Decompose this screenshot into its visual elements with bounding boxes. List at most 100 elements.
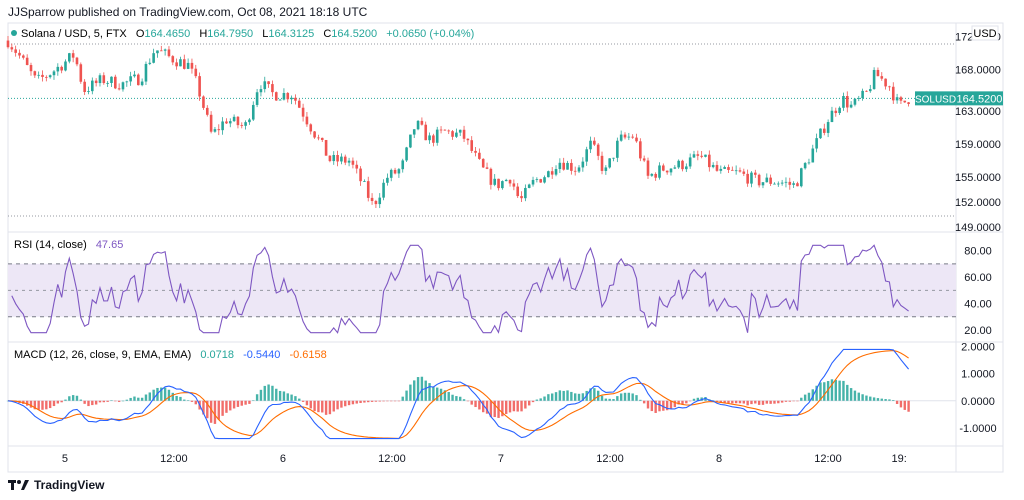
candle <box>639 138 642 161</box>
macd-histogram-bar <box>333 401 335 412</box>
macd-histogram-bar <box>382 401 384 402</box>
macd-histogram-bar <box>45 401 47 410</box>
price-pane[interactable] <box>7 36 956 216</box>
svg-text:Solana / USD, 5, FTX O16: Solana / USD, 5, FTX O164.4650 H164.7950… <box>21 28 474 40</box>
candle <box>536 177 539 182</box>
macd-histogram-bar <box>505 401 507 414</box>
signal-line <box>8 351 909 439</box>
macd-histogram-bar <box>264 386 266 401</box>
candle <box>888 86 891 91</box>
macd-histogram-bar <box>145 395 147 401</box>
candle <box>811 145 814 163</box>
macd-histogram-bar <box>766 401 768 404</box>
candle <box>68 53 71 63</box>
candle <box>903 101 906 103</box>
candle <box>493 174 496 186</box>
candle <box>252 101 255 121</box>
time-axis[interactable]: 5 12:00 6 12:00 7 12:00 8 12:00 19: <box>62 453 907 465</box>
macd-histogram-bar <box>30 401 32 408</box>
candle <box>451 130 454 140</box>
macd-histogram-bar <box>49 401 51 408</box>
macd-histogram-bar <box>402 397 404 401</box>
candle <box>850 101 853 108</box>
candle <box>704 154 707 157</box>
macd-histogram-bar <box>739 401 741 404</box>
candle <box>118 83 121 90</box>
candle <box>325 140 328 156</box>
macd-histogram-bar <box>474 401 476 407</box>
candle <box>45 75 48 81</box>
candle <box>145 62 148 85</box>
candle <box>137 73 140 85</box>
macd-histogram-bar <box>574 393 576 400</box>
candle <box>681 160 684 172</box>
candle <box>555 165 558 176</box>
macd-histogram-bar <box>643 401 645 404</box>
candle <box>405 147 408 162</box>
candle <box>689 154 692 169</box>
macd-histogram-bar <box>83 401 85 404</box>
candle <box>363 179 366 182</box>
macd-histogram-bar <box>455 396 457 401</box>
macd-histogram-bar <box>371 401 373 402</box>
macd-histogram-bar <box>524 401 526 409</box>
candle <box>175 59 178 70</box>
macd-histogram-bar <box>137 398 139 401</box>
candle <box>214 127 217 133</box>
candle <box>225 118 228 124</box>
macd-histogram-bar <box>390 401 392 402</box>
candle <box>133 71 136 78</box>
candle <box>168 46 171 57</box>
price-tick-label: 155.0000 <box>955 172 1001 184</box>
candle <box>11 44 14 53</box>
macd-histogram-bar <box>287 393 289 400</box>
brand-text: TradingView <box>34 478 104 492</box>
macd-histogram-bar <box>359 401 361 403</box>
price-tick-label: 163.0000 <box>955 106 1001 118</box>
candle <box>367 177 370 202</box>
candle <box>317 135 320 141</box>
macd-histogram-bar <box>271 386 273 401</box>
candle <box>547 171 550 178</box>
candle <box>187 58 190 69</box>
candle <box>359 166 362 186</box>
macd-histogram-bar <box>352 401 354 405</box>
rsi-axis[interactable]: 80.00 60.00 40.00 20.00 <box>964 246 992 337</box>
candle <box>41 70 44 81</box>
macd-histogram-bar <box>367 401 369 402</box>
candle <box>298 99 301 108</box>
candle <box>578 165 581 173</box>
candle <box>731 167 734 171</box>
macd-histogram-bar <box>605 399 607 401</box>
macd-histogram-bar <box>379 401 381 402</box>
candle <box>210 111 213 133</box>
macd-pane[interactable] <box>7 349 956 438</box>
candle <box>620 131 623 142</box>
candle <box>716 161 719 172</box>
macd-histogram-bar <box>846 385 848 401</box>
macd-histogram-bar <box>256 394 258 401</box>
macd-histogram-bar <box>746 401 748 406</box>
candle <box>294 94 297 104</box>
candle <box>171 55 174 65</box>
rsi-pane[interactable] <box>8 245 956 332</box>
candle <box>286 92 289 103</box>
macd-tick-label: 2.0000 <box>961 342 995 354</box>
candle <box>608 158 611 168</box>
candle <box>217 124 220 135</box>
macd-histogram-bar <box>647 401 649 409</box>
macd-histogram-bar <box>543 397 545 401</box>
candle <box>148 58 151 65</box>
footer-brand[interactable]: TradingView <box>8 478 104 492</box>
macd-histogram-bar <box>865 396 867 401</box>
price-axis[interactable]: 172.0000168.0000163.0000159.0000155.0000… <box>955 31 1001 233</box>
candle <box>497 179 500 191</box>
macd-axis[interactable]: 2.0000 1.0000 0.0000 -1.0000 <box>959 342 996 435</box>
macd-histogram-bar <box>570 392 572 401</box>
macd-histogram-bar <box>425 381 427 401</box>
macd-legend: MACD (12, 26, close, 9, EMA, EMA) 0.0718… <box>14 349 327 361</box>
macd-tick-label: -1.0000 <box>959 423 996 435</box>
candle <box>750 171 753 187</box>
macd-value: -0.5440 <box>243 349 280 361</box>
macd-histogram-bar <box>835 380 837 401</box>
